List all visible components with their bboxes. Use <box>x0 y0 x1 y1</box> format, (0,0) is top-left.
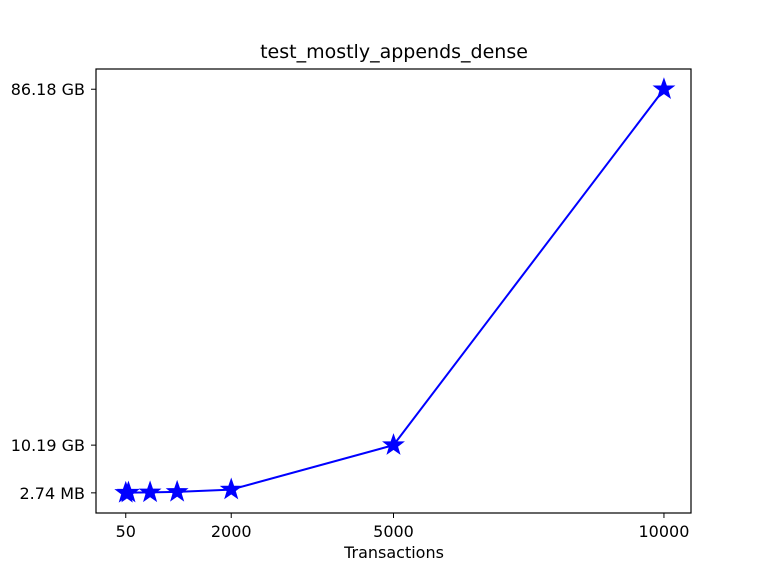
x-tick-label: 2000 <box>211 522 252 541</box>
data-point-star <box>117 480 140 503</box>
x-axis-label: Transactions <box>343 543 444 562</box>
x-tick-label: 50 <box>116 522 136 541</box>
data-point-star <box>138 480 162 503</box>
data-point-star <box>219 477 243 500</box>
y-tick-label: 2.74 MB <box>20 484 86 503</box>
data-series <box>114 77 676 503</box>
data-point-star <box>652 77 676 99</box>
x-tick-label: 10000 <box>639 522 690 541</box>
y-tick-label: 10.19 GB <box>11 436 85 455</box>
y-tick-label: 86.18 GB <box>11 80 85 99</box>
x-tick-label: 5000 <box>373 522 414 541</box>
y-axis: 2.74 MB 10.19 GB 86.18 GB <box>11 80 96 503</box>
data-point-star <box>165 479 189 502</box>
chart-title: test_mostly_appends_dense <box>260 41 528 63</box>
x-axis: 50 2000 5000 10000 <box>116 513 690 541</box>
data-point-star <box>382 433 405 455</box>
